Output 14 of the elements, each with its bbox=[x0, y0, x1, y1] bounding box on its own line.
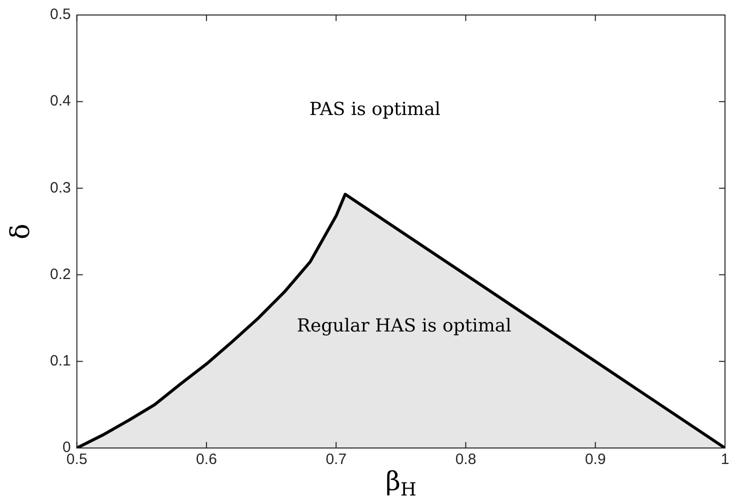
x-tick-label: 0.8 bbox=[455, 451, 476, 468]
y-tick-label: 0.5 bbox=[50, 6, 71, 24]
y-tick-label: 0.3 bbox=[50, 179, 71, 196]
x-tick-label: 0.7 bbox=[326, 451, 347, 468]
y-tick-label: 0.1 bbox=[50, 352, 71, 370]
y-tick-label: 0.4 bbox=[50, 92, 71, 110]
y-axis-title: δ bbox=[6, 224, 36, 240]
x-tick-label: 0.6 bbox=[196, 451, 217, 468]
x-tick-label: 0.9 bbox=[584, 451, 606, 468]
annotation: Regular HAS is optimal bbox=[296, 315, 512, 336]
x-tick-label: 0.5 bbox=[66, 451, 88, 468]
annotation: PAS is optimal bbox=[309, 98, 441, 120]
x-tick-label: 1 bbox=[720, 451, 730, 468]
y-tick-label: 0.2 bbox=[50, 266, 71, 283]
